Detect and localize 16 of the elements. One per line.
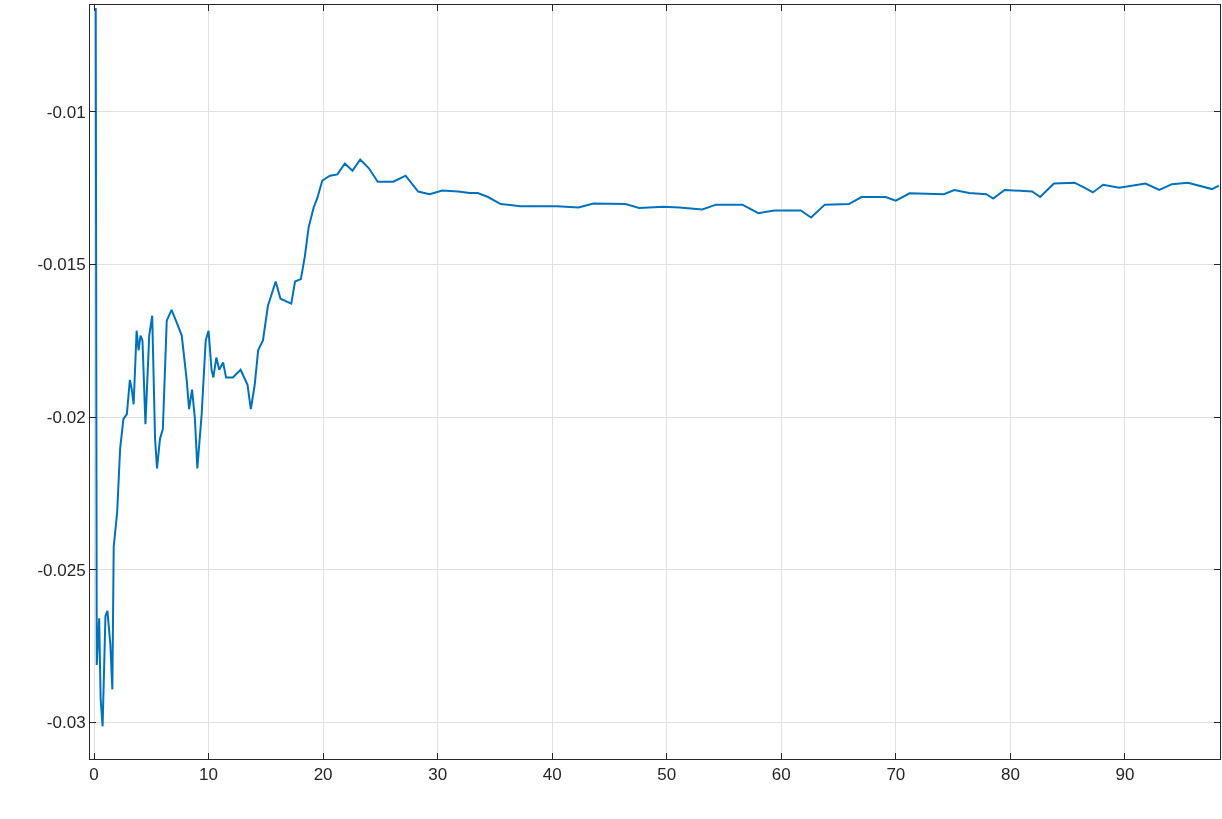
x-tick-label: 60 [771,765,791,785]
x-tick-label: 90 [1115,765,1135,785]
x-tick-label: 80 [1000,765,1020,785]
y-tick-label: -0.02 [46,408,86,428]
y-tick-label: -0.025 [37,560,86,580]
x-tick-label: 10 [199,765,219,785]
y-tick-label: -0.01 [46,102,86,122]
y-tick-label: -0.015 [37,255,86,275]
x-tick-label: 70 [886,765,906,785]
x-tick-label: 40 [542,765,562,785]
x-tick-label: 20 [313,765,333,785]
line-series [94,7,1220,728]
x-tick-label: 50 [657,765,677,785]
y-tick-label: -0.03 [46,713,86,733]
x-tick-label: 30 [428,765,448,785]
x-tick-label: 0 [89,765,99,785]
